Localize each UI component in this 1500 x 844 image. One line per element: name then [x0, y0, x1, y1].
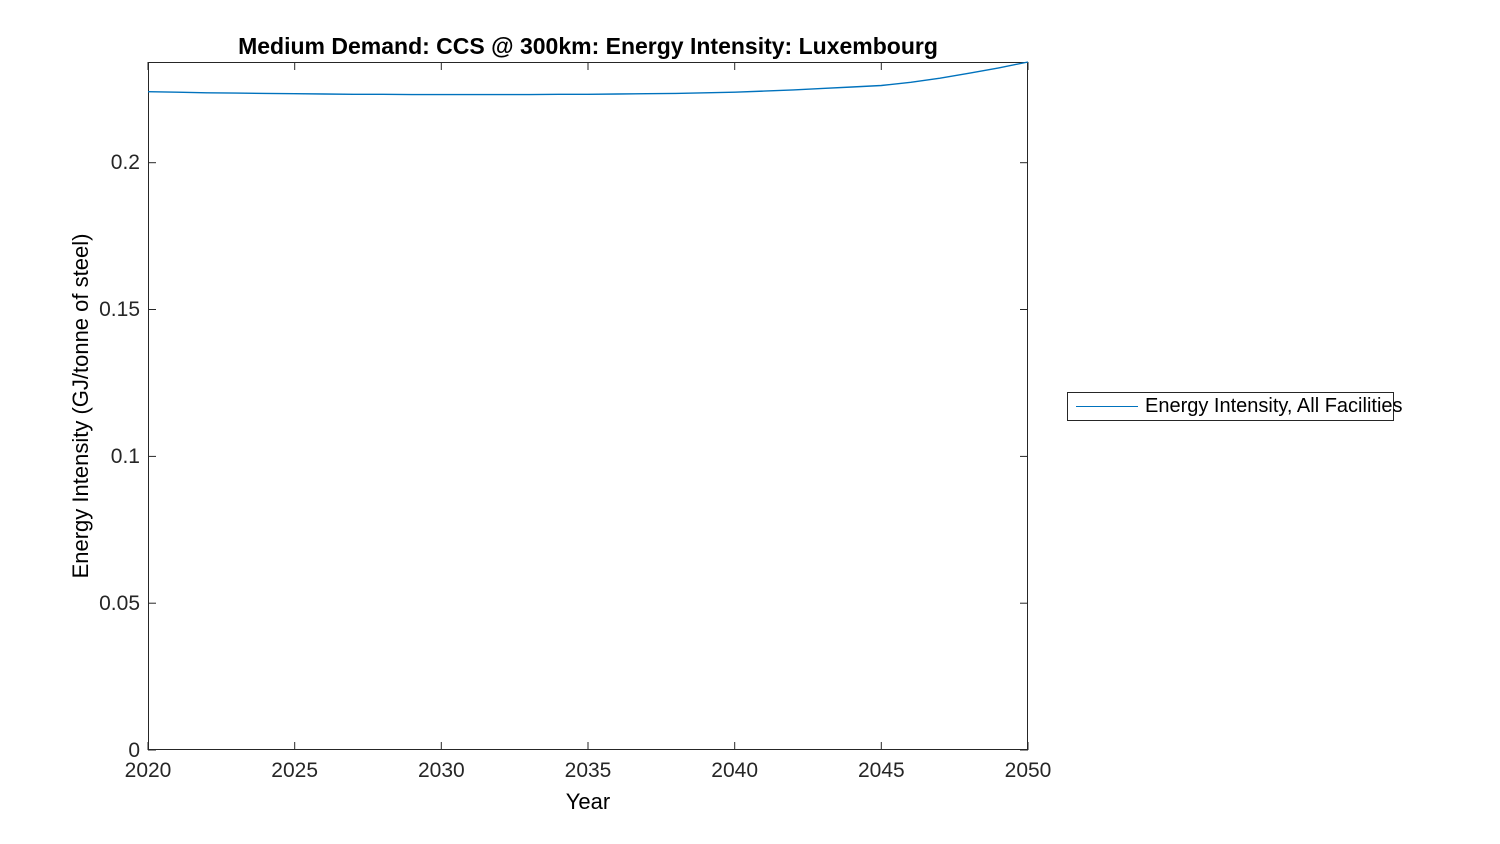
legend-entry-label: Energy Intensity, All Facilities [1145, 395, 1403, 417]
y-tick-label: 0 [128, 738, 140, 762]
y-axis-label: Energy Intensity (GJ/tonne of steel) [68, 233, 93, 579]
y-tick-label: 0.1 [110, 444, 140, 468]
plot-area [147, 61, 1029, 751]
y-tick-label: 0.15 [99, 298, 140, 322]
x-tick-label: 2040 [711, 759, 759, 782]
x-tick-label: 2035 [564, 759, 612, 782]
x-tick-label: 2030 [417, 759, 465, 782]
y-tick-label: 0.05 [99, 591, 140, 615]
legend-line-sample-icon [1076, 406, 1138, 407]
legend-box: Energy Intensity, All Facilities [1067, 392, 1403, 421]
x-tick-label: 2020 [124, 759, 172, 782]
x-tick-label: 2050 [1004, 759, 1052, 782]
y-tick-label: 0.2 [110, 151, 140, 175]
chart-title: Medium Demand: CCS @ 300km: Energy Inten… [238, 33, 938, 59]
x-tick-label: 2045 [857, 759, 905, 782]
x-axis-label: Year [565, 789, 611, 814]
x-tick-label: 2025 [271, 759, 319, 782]
axes-box [148, 62, 1028, 750]
line-series [147, 61, 1029, 96]
